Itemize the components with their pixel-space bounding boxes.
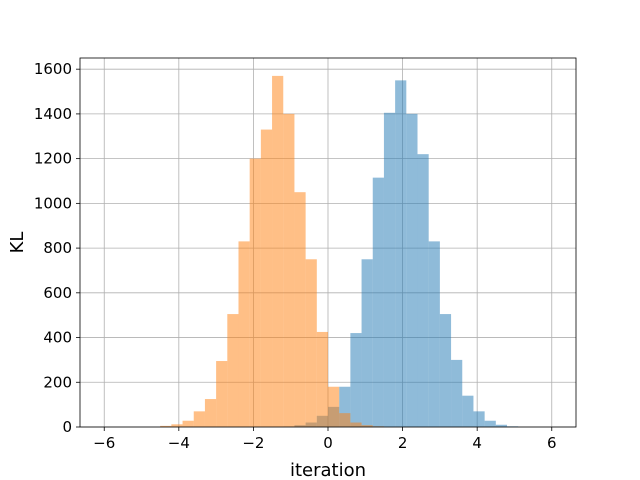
y-tick-label: 1000 (34, 194, 72, 212)
histogram-bar-series-1 (484, 420, 496, 427)
histogram-bar-series-1 (350, 333, 362, 427)
histogram-bars (160, 75, 519, 428)
y-tick-label: 800 (43, 239, 72, 257)
histogram-bar-series-1 (339, 386, 351, 427)
y-tick-label: 0 (62, 418, 72, 436)
histogram-bar-series-1 (462, 395, 474, 427)
y-tick-label: 1600 (34, 60, 72, 78)
histogram-bar-series-2 (182, 420, 194, 427)
histogram-bar-series-2 (160, 425, 172, 427)
histogram-bar-series-2 (260, 129, 273, 427)
histogram-bar-series-1 (383, 112, 396, 428)
y-axis-ticks: 0 200 400 600 800 1000 1200 1400 1600 (34, 60, 80, 436)
x-tick-label: −2 (242, 434, 264, 452)
histogram-bar-series-1 (428, 241, 440, 427)
histogram-bar-series-1 (439, 314, 452, 427)
histogram-bar-series-2 (171, 424, 183, 427)
histogram-bar-series-2 (339, 413, 351, 427)
y-tick-label: 1400 (34, 105, 72, 123)
histogram-bar-series-2 (204, 399, 217, 427)
histogram-bar-series-2 (305, 259, 317, 427)
histogram-bar-series-1 (417, 154, 429, 427)
histogram-bar-series-2 (316, 331, 328, 427)
histogram-bar-series-2 (283, 113, 295, 427)
y-axis-label: KL (7, 232, 28, 254)
histogram-bar-series-2 (238, 241, 250, 427)
x-tick-label: 6 (547, 434, 557, 452)
histogram-bar-series-2 (272, 75, 284, 428)
y-tick-label: 200 (43, 373, 72, 391)
x-tick-label: −4 (168, 434, 190, 452)
y-tick-label: 400 (43, 329, 72, 347)
y-tick-label: 1200 (34, 150, 72, 168)
x-tick-label: −6 (93, 434, 115, 452)
x-axis-ticks: −6 −4 −2 0 2 4 6 (93, 427, 557, 452)
histogram-bar-series-1 (361, 259, 373, 427)
x-tick-label: 0 (323, 434, 333, 452)
y-tick-label: 600 (43, 284, 72, 302)
x-tick-label: 2 (398, 434, 408, 452)
histogram-bar-series-2 (350, 422, 362, 427)
histogram-bar-series-2 (193, 411, 205, 427)
x-tick-label: 4 (472, 434, 482, 452)
x-axis-label: iteration (290, 460, 366, 480)
histogram-bar-series-1 (406, 113, 418, 427)
histogram-bar-series-2 (227, 314, 239, 427)
histogram-bar-series-2 (294, 192, 306, 427)
histogram-bar-series-2 (361, 425, 373, 427)
histogram-bar-series-1 (495, 424, 508, 427)
histogram-bar-series-2 (216, 361, 228, 427)
histogram-bar-series-1 (473, 411, 485, 427)
histogram-bar-series-1 (451, 359, 463, 427)
histogram-bar-series-2 (249, 158, 261, 428)
histogram-bar-series-1 (395, 80, 407, 427)
histogram-bar-series-1 (372, 177, 384, 427)
histogram-bar-series-2 (328, 386, 340, 427)
